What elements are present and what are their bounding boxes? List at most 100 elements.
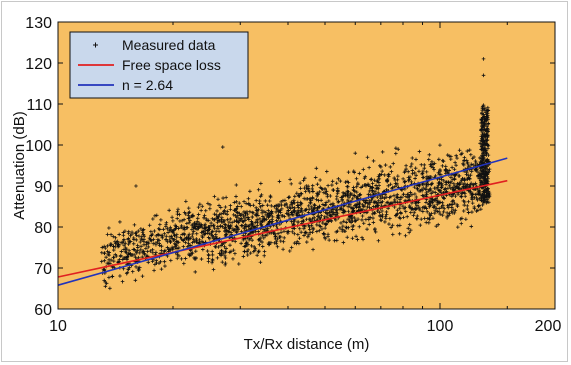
measured-point (108, 286, 112, 291)
measured-point (228, 243, 232, 247)
measured-point (451, 208, 455, 212)
measured-point (108, 261, 112, 266)
measured-point (403, 179, 407, 184)
measured-point (477, 190, 482, 194)
measured-point (397, 232, 402, 236)
measured-point (428, 188, 432, 193)
measured-point (483, 143, 487, 147)
measured-point (196, 205, 201, 209)
measured-point (175, 256, 180, 261)
measured-point (441, 210, 446, 214)
measured-point (327, 210, 332, 215)
measured-point (133, 278, 138, 283)
measured-point (331, 212, 335, 217)
measured-point (157, 238, 161, 243)
measured-point (360, 214, 365, 218)
measured-point (219, 252, 223, 257)
measured-point (407, 194, 412, 199)
measured-point (115, 243, 120, 247)
measured-point (388, 182, 393, 187)
measured-point (469, 152, 473, 157)
measured-point (447, 168, 451, 173)
measured-point (383, 214, 388, 219)
measured-point (439, 205, 444, 209)
measured-point (125, 257, 129, 262)
measured-point (220, 215, 224, 220)
measured-point (131, 242, 136, 246)
measured-point (385, 178, 390, 182)
measured-point (410, 171, 415, 176)
measured-point (164, 237, 168, 242)
measured-point (276, 231, 280, 236)
measured-point (314, 197, 319, 202)
measured-point (134, 265, 138, 269)
measured-point (305, 240, 309, 244)
measured-point (262, 253, 267, 258)
y-tick-label: 130 (25, 15, 52, 32)
measured-point (443, 164, 448, 169)
measured-point (350, 197, 355, 201)
measured-point (392, 198, 397, 202)
measured-point (172, 233, 177, 238)
measured-point (234, 183, 239, 187)
measured-point (367, 205, 372, 210)
measured-point (282, 214, 287, 219)
measured-point (442, 187, 447, 192)
measured-point (269, 204, 274, 208)
measured-point (289, 245, 294, 250)
measured-point (215, 220, 220, 225)
measured-point (377, 183, 381, 188)
measured-point (127, 265, 132, 270)
measured-point (260, 240, 264, 244)
measured-point (292, 201, 297, 205)
measured-point (481, 139, 486, 144)
measured-point (121, 233, 126, 238)
measured-point (414, 157, 418, 162)
measured-point (420, 193, 425, 198)
measured-point (196, 225, 201, 230)
measured-point (105, 244, 110, 248)
measured-point (302, 196, 306, 201)
measured-point (439, 185, 444, 190)
measured-point (140, 274, 145, 278)
measured-point (351, 208, 356, 213)
measured-point (193, 270, 198, 274)
measured-point (479, 157, 483, 161)
measured-point (222, 208, 227, 213)
measured-point (425, 209, 430, 214)
measured-point (287, 249, 292, 253)
measured-point (462, 163, 466, 167)
measured-point (315, 229, 319, 234)
measured-point (455, 204, 460, 209)
measured-point (202, 215, 206, 220)
measured-point (325, 192, 330, 197)
measured-point (260, 203, 265, 208)
measured-point (310, 217, 315, 221)
measured-point (392, 193, 396, 198)
measured-point (234, 194, 238, 199)
measured-point (481, 73, 486, 78)
measured-point (165, 239, 170, 244)
measured-point (182, 237, 187, 241)
measured-point (451, 187, 456, 192)
measured-point (158, 222, 162, 227)
measured-point (121, 239, 126, 243)
measured-point (449, 202, 453, 207)
measured-point (209, 221, 213, 225)
measured-point (455, 156, 459, 160)
measured-point (265, 203, 270, 208)
measured-point (130, 269, 135, 274)
measured-point (482, 188, 487, 192)
measured-point (455, 181, 460, 186)
measured-point (152, 268, 156, 273)
measured-point (186, 241, 191, 246)
measured-point (432, 186, 437, 190)
measured-point (241, 220, 246, 224)
measured-point (224, 195, 228, 200)
measured-point (480, 203, 485, 207)
measured-point (460, 176, 465, 181)
measured-point (306, 234, 310, 239)
measured-point (310, 183, 315, 188)
series-line (57, 157, 508, 286)
measured-point (485, 164, 490, 169)
